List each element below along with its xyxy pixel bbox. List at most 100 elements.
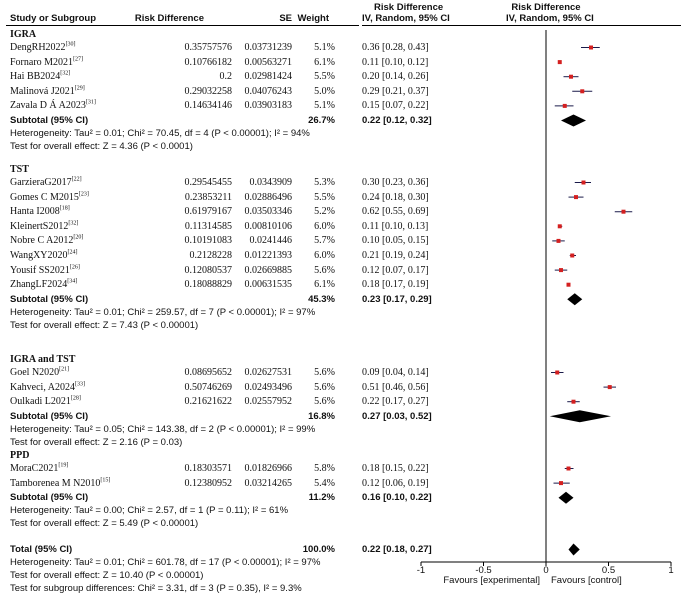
study-point <box>607 385 612 390</box>
study-risk-difference: 0.11314585 <box>184 220 232 232</box>
subtotal-label: Subtotal (95% CI) <box>10 293 89 305</box>
subtotal-weight: 16.8% <box>308 410 335 422</box>
heterogeneity-text: Heterogeneity: Tau² = 0.05; Chi² = 143.3… <box>10 423 316 435</box>
study-weight: 5.6% <box>314 367 335 378</box>
study-se: 0.04076243 <box>244 85 293 97</box>
study-name: Zavala D Á A2023[31] <box>10 100 96 112</box>
study-weight: 5.6% <box>314 264 335 276</box>
subtotal-diamond <box>561 114 586 127</box>
study-se: 0.02669885 <box>244 264 293 276</box>
subgroup-title: IGRA and TST <box>10 354 76 365</box>
study-se: 0.02493496 <box>244 381 293 393</box>
study-point <box>555 370 560 375</box>
study-reference: [29] <box>74 85 85 92</box>
study-ci: 0.15 [0.07, 0.22] <box>362 100 429 112</box>
study-reference: [21] <box>59 366 70 373</box>
subtotal-diamond <box>558 491 574 504</box>
header-weight: Weight <box>297 13 330 24</box>
subgroup-title: TST <box>10 164 29 175</box>
study-reference: [28] <box>70 395 81 402</box>
study-reference: [30] <box>65 41 76 48</box>
study-risk-difference: 0.18303571 <box>184 463 233 474</box>
header-plot-sub: IV, Random, 95% CI <box>506 13 594 24</box>
header-rule-right <box>362 25 681 26</box>
study-weight: 5.7% <box>314 235 335 247</box>
study-reference: [31] <box>85 100 96 107</box>
subtotal-ci: 0.16 [0.10, 0.22] <box>362 492 432 504</box>
study-se: 0.03503346 <box>244 206 293 218</box>
x-axis-tick-label: 1 <box>668 565 674 576</box>
study-reference: [32] <box>68 220 79 227</box>
study-ci: 0.29 [0.21, 0.37] <box>362 85 429 97</box>
study-point <box>566 466 571 471</box>
study-name: Malinová J2021[29] <box>10 85 85 97</box>
study-weight: 6.1% <box>314 56 335 68</box>
study-name: GarzieraG2017[22] <box>10 176 82 188</box>
x-axis-tick-label: -0.5 <box>475 565 492 576</box>
study-point <box>574 195 578 200</box>
favours-control-label: Favours [control] <box>551 575 622 586</box>
study-ci: 0.11 [0.10, 0.13] <box>362 220 429 232</box>
study-se: 0.03903183 <box>244 100 293 112</box>
study-name: Gomes C M2015[23] <box>10 191 89 203</box>
study-name: Yousif SS2021[26] <box>10 264 80 276</box>
x-axis-tick-label: -1 <box>416 565 426 576</box>
overall-effect-text: Test for overall effect: Z = 5.49 (P < 0… <box>10 518 199 530</box>
study-risk-difference: 0.08695652 <box>184 367 233 378</box>
study-ci: 0.12 [0.06, 0.19] <box>362 477 429 489</box>
study-se: 0.03214265 <box>244 477 293 489</box>
study-ci: 0.51 [0.46, 0.56] <box>362 381 429 393</box>
total-ci: 0.22 [0.18, 0.27] <box>362 544 432 555</box>
study-ci: 0.12 [0.07, 0.17] <box>362 264 429 276</box>
overall-effect-text: Test for overall effect: Z = 4.36 (P < 0… <box>10 141 193 152</box>
study-weight: 5.0% <box>314 85 335 97</box>
study-reference: [22] <box>71 176 82 183</box>
header-ci-top: Risk Difference <box>374 2 444 13</box>
subtotal-diamond <box>567 293 583 306</box>
study-point <box>581 180 586 185</box>
study-name: WangXY2020[24] <box>10 249 78 261</box>
study-name: Hanta I2008[18] <box>10 205 70 218</box>
subgroup-title: IGRA <box>10 29 37 40</box>
subtotal-ci: 0.23 [0.17, 0.29] <box>362 293 432 305</box>
study-weight: 5.5% <box>314 71 335 83</box>
heterogeneity-text: Heterogeneity: Tau² = 0.00; Chi² = 2.57,… <box>10 505 289 517</box>
study-se: 0.02886496 <box>244 191 293 203</box>
total-diamond <box>568 543 580 556</box>
study-point <box>570 253 575 258</box>
study-weight: 5.8% <box>314 463 335 474</box>
study-ci: 0.36 [0.28, 0.43] <box>362 42 429 53</box>
study-name: Kahveci, A2024[33] <box>10 381 85 393</box>
study-se: 0.02557952 <box>244 396 293 408</box>
study-reference: [24] <box>67 249 78 256</box>
study-name: DengRH2022[30] <box>10 41 76 53</box>
study-weight: 5.1% <box>314 42 335 53</box>
subtotal-ci: 0.22 [0.12, 0.32] <box>362 115 432 126</box>
study-risk-difference: 0.10191083 <box>184 235 233 247</box>
total-heterogeneity: Heterogeneity: Tau² = 0.01; Chi² = 601.7… <box>10 557 321 568</box>
study-risk-difference: 0.14634146 <box>184 100 233 112</box>
total-weight: 100.0% <box>302 544 335 555</box>
header-plot-top: Risk Difference <box>511 2 581 13</box>
study-point <box>556 238 561 243</box>
study-ci: 0.18 [0.17, 0.19] <box>362 279 429 291</box>
study-se: 0.0343909 <box>249 177 293 188</box>
study-reference: [33] <box>75 381 85 388</box>
subtotal-label: Subtotal (95% CI) <box>10 115 89 126</box>
study-risk-difference: 0.2128228 <box>189 250 233 261</box>
heterogeneity-text: Heterogeneity: Tau² = 0.01; Chi² = 259.5… <box>10 306 316 318</box>
study-reference: [26] <box>69 264 80 271</box>
study-weight: 6.0% <box>314 220 335 232</box>
study-risk-difference: 0.21621622 <box>184 396 233 408</box>
study-weight: 5.6% <box>314 381 335 393</box>
study-weight: 5.4% <box>314 477 335 489</box>
study-weight: 5.3% <box>314 177 335 188</box>
study-ci: 0.10 [0.05, 0.15] <box>362 235 429 247</box>
study-risk-difference: 0.23853211 <box>184 191 232 203</box>
x-axis-tick-label: 0 <box>543 565 549 576</box>
total-overall-effect: Test for overall effect: Z = 10.40 (P < … <box>10 570 204 581</box>
study-ci: 0.24 [0.18, 0.30] <box>362 191 429 203</box>
study-reference: [19] <box>58 462 69 469</box>
study-name: Goel N2020[21] <box>10 366 70 378</box>
